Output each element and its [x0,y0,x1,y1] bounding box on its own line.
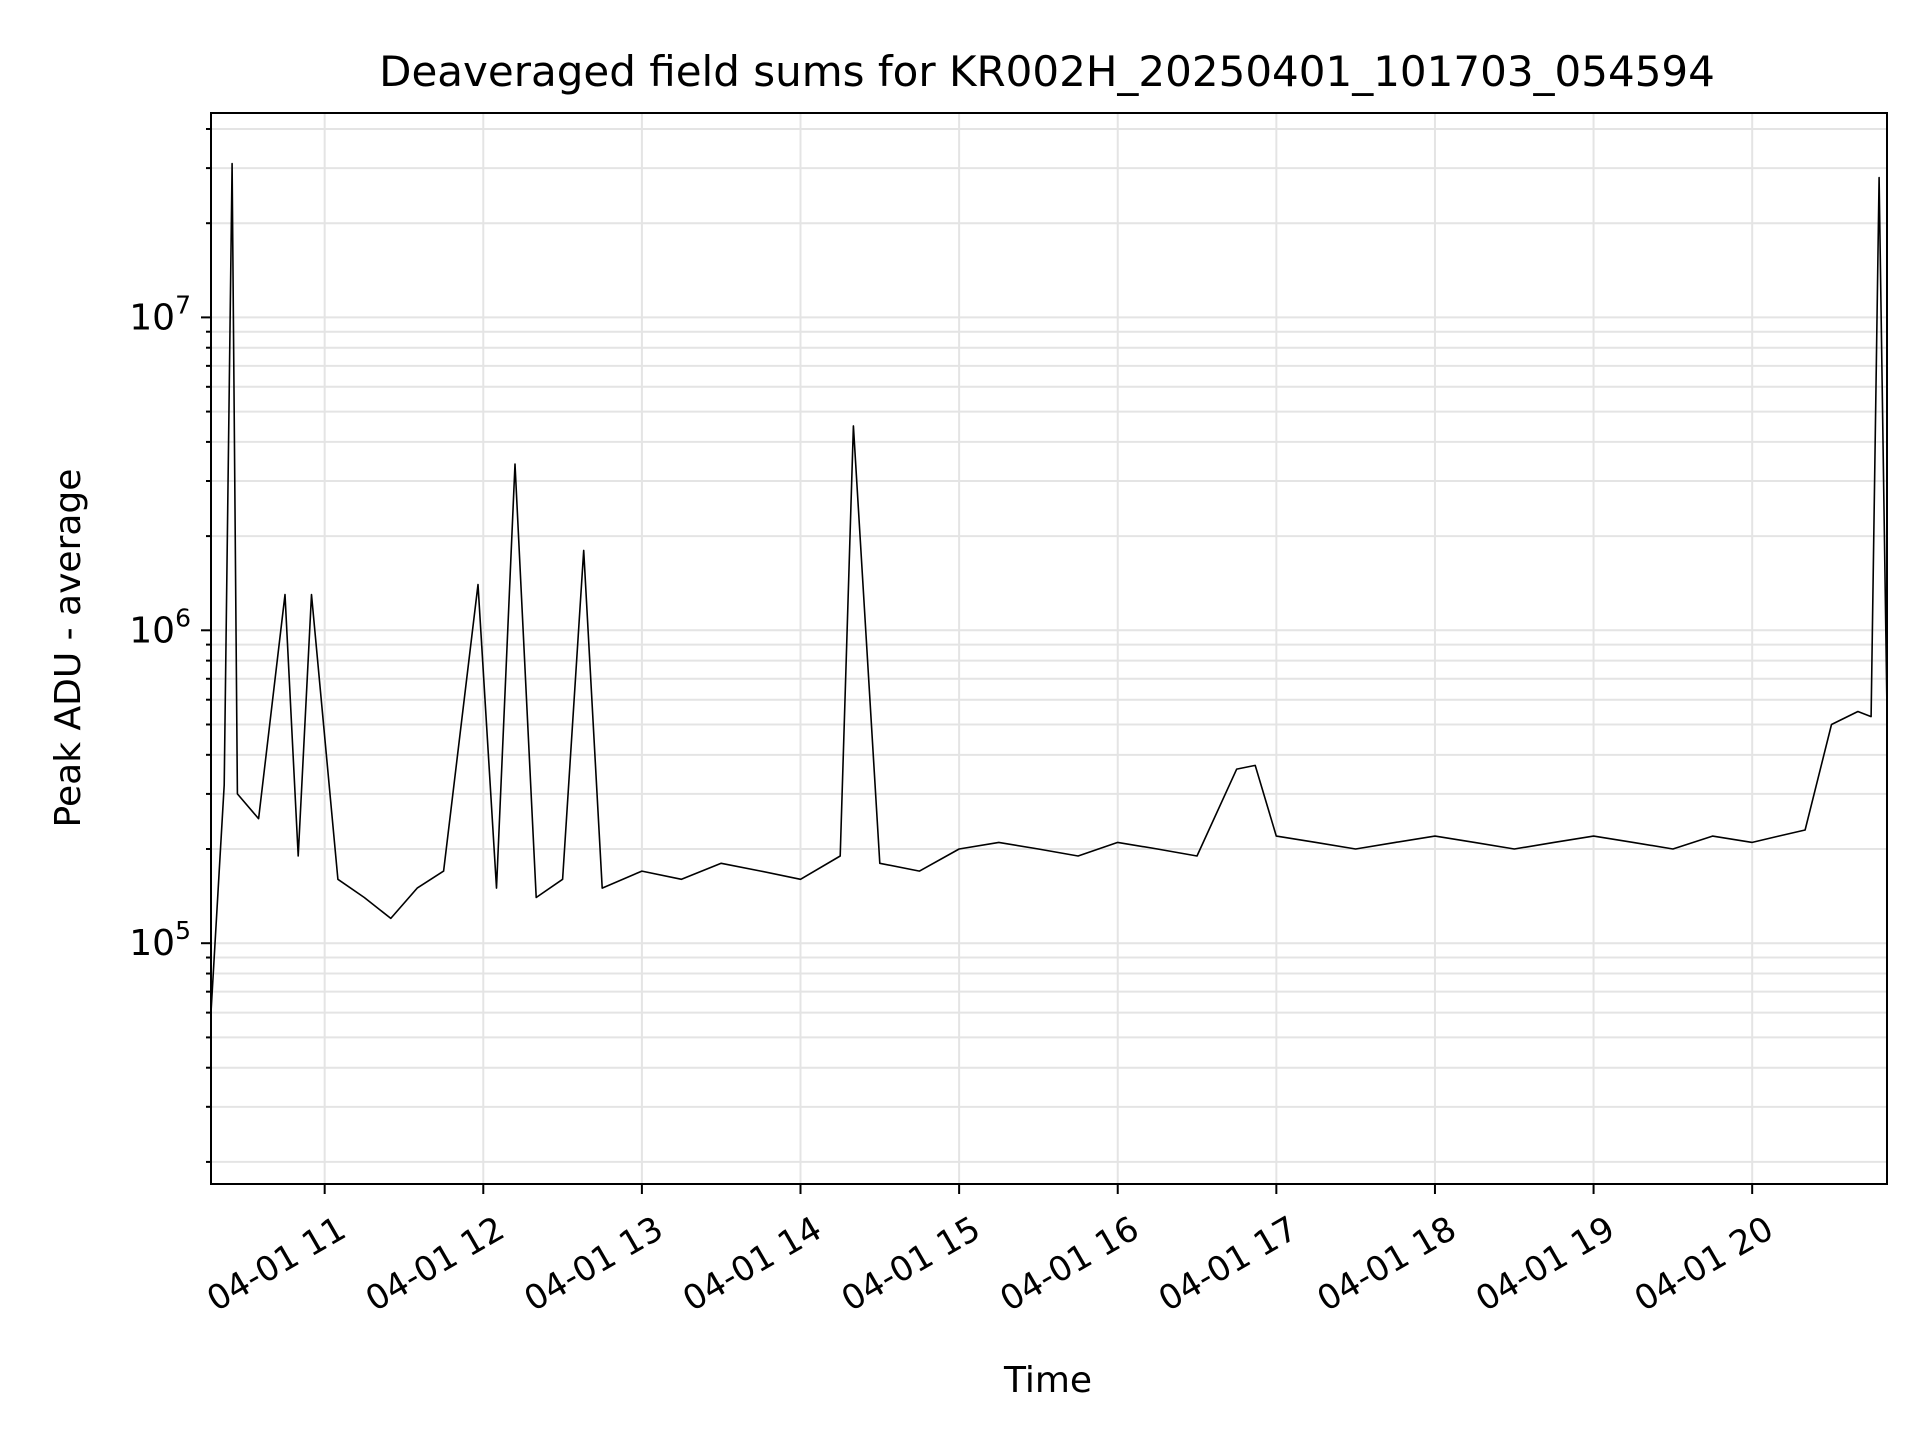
grid [211,113,1887,1184]
x-axis-label: Time [1003,1360,1092,1401]
y-tick-label: 105 [129,916,191,964]
chart-title: Deaveraged field sums for KR002H_2025040… [379,47,1715,96]
y-axis-label: Peak ADU - average [48,469,89,828]
y-ticks: 105 106 107 [129,128,211,1163]
series-line [210,162,1888,1013]
plot-frame [210,112,1888,1185]
data-layer [210,162,1888,1013]
y-tick-label: 106 [129,603,191,651]
y-tick-label: 107 [129,290,191,338]
